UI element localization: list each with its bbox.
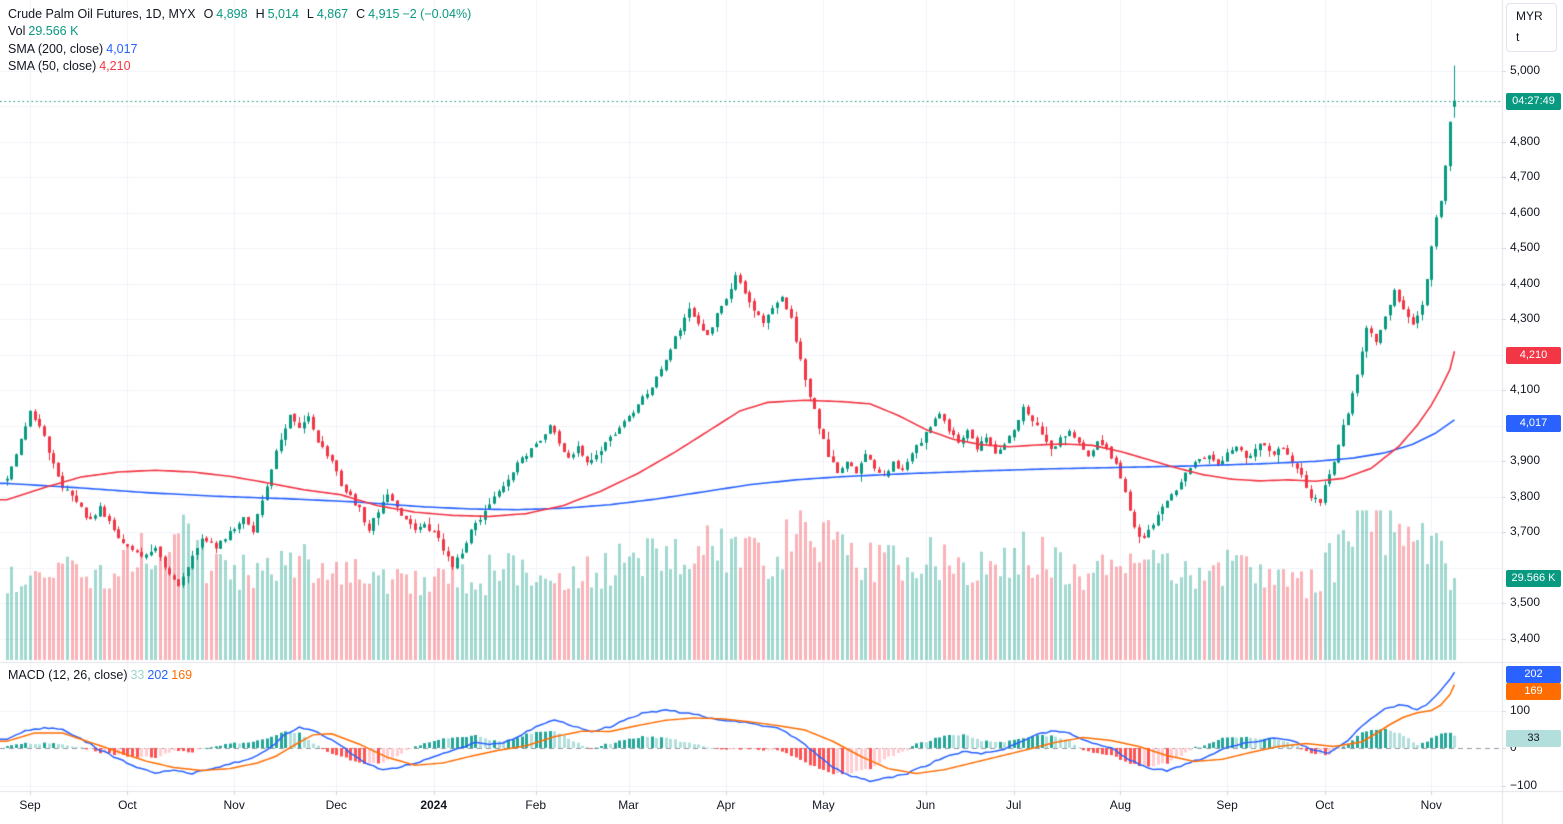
sma200-price-badge: 4,017 xyxy=(1506,414,1561,432)
price-tick-label: 4,700 xyxy=(1510,169,1541,184)
time-tick-label: 2024 xyxy=(420,798,448,812)
sma50-price-badge: 4,210 xyxy=(1506,346,1561,364)
macd-legend[interactable]: MACD (12, 26, close) 33 202 169 xyxy=(8,668,192,682)
price-tick-label: 4,400 xyxy=(1510,275,1541,290)
macd-hist-badge: 33 xyxy=(1506,729,1561,747)
price-tick-label: 4,100 xyxy=(1510,382,1541,397)
time-tick-label: May xyxy=(812,798,835,812)
open-value: 4,898 xyxy=(216,6,248,21)
sma200-value: 4,017 xyxy=(106,41,138,56)
time-tick-label: Apr xyxy=(716,798,736,812)
time-tick-label: Nov xyxy=(223,798,245,812)
axis-badges: 04:27:49 4,210 4,017 29.566 K 202 169 33 xyxy=(1504,0,1563,824)
time-tick-label: Nov xyxy=(1420,798,1442,812)
sma200-legend[interactable]: SMA (200, close) 4,017 xyxy=(8,40,471,58)
price-tick-label: 3,400 xyxy=(1510,631,1541,646)
macd-line-value: 202 xyxy=(147,668,169,682)
time-tick-label: Dec xyxy=(325,798,347,812)
currency-unit-toggle[interactable]: MYR t xyxy=(1506,3,1557,52)
sma50-label: SMA (50, close) xyxy=(8,59,97,74)
sma50-value: 4,210 xyxy=(99,59,131,74)
close-value: 4,915 xyxy=(368,6,400,21)
unit-label[interactable]: t xyxy=(1516,30,1520,44)
time-tick-label: Mar xyxy=(618,798,639,812)
open-key: O xyxy=(203,6,214,21)
price-tick-label: 3,700 xyxy=(1510,524,1541,539)
price-tick-label: 4,500 xyxy=(1510,240,1541,255)
price-tick-label: 3,800 xyxy=(1510,488,1541,503)
low-value: 4,867 xyxy=(316,6,349,21)
time-tick-label: Sep xyxy=(19,798,41,812)
volume-label: Vol xyxy=(8,24,26,39)
close-key: C xyxy=(356,6,366,21)
volume-value: 29.566 K xyxy=(28,24,79,39)
symbol-legend[interactable]: Crude Palm Oil Futures, 1D, MYX O 4,898 H… xyxy=(8,5,471,23)
macd-tick-label: −100 xyxy=(1510,777,1538,792)
time-tick-label: Oct xyxy=(1315,798,1334,812)
price-tick-label: 4,600 xyxy=(1510,204,1541,219)
time-tick-label: Feb xyxy=(525,798,547,812)
countdown-badge: 04:27:49 xyxy=(1506,92,1561,110)
time-tick-label: Jun xyxy=(915,798,936,812)
volume-badge: 29.566 K xyxy=(1506,569,1561,587)
low-key: L xyxy=(306,6,314,21)
sma200-label: SMA (200, close) xyxy=(8,41,104,56)
time-tick-label: Jul xyxy=(1006,798,1022,812)
symbol-title[interactable]: Crude Palm Oil Futures, 1D, MYX xyxy=(8,6,196,21)
macd-signal-value: 169 xyxy=(171,668,193,682)
time-tick-label: Aug xyxy=(1109,798,1132,812)
price-tick-label: 4,800 xyxy=(1510,133,1541,148)
time-axis[interactable]: Sep Oct Nov Dec 2024 Feb Mar Apr May Jun Jul Aug Sep… xyxy=(0,791,1502,824)
price-tick-label: 3,900 xyxy=(1510,453,1541,468)
macd-hist-value: 33 xyxy=(130,668,145,682)
price-tick-label: 3,500 xyxy=(1510,595,1541,610)
legend-panel: Crude Palm Oil Futures, 1D, MYX O 4,898 H… xyxy=(8,5,471,75)
currency-label[interactable]: MYR xyxy=(1516,9,1543,23)
macd-tick-label: 100 xyxy=(1510,702,1531,717)
sma50-legend[interactable]: SMA (50, close) 4,210 xyxy=(8,58,471,76)
time-tick-label: Sep xyxy=(1216,798,1238,812)
high-value: 5,014 xyxy=(267,6,299,21)
macd-line-badge: 202 xyxy=(1506,665,1561,683)
macd-tick-label: 0 xyxy=(1510,740,1517,754)
high-key: H xyxy=(255,6,265,21)
volume-legend[interactable]: Vol 29.566 K xyxy=(8,23,471,41)
macd-signal-badge: 169 xyxy=(1506,682,1561,700)
macd-label: MACD (12, 26, close) xyxy=(8,668,128,682)
price-tick-label: 4,300 xyxy=(1510,311,1541,326)
price-axis[interactable]: 5,000 4,800 4,700 4,600 4,500 4,400 4,300 4,100… xyxy=(1502,0,1563,792)
time-tick-label: Oct xyxy=(118,798,137,812)
price-tick-label: 5,000 xyxy=(1510,62,1541,77)
change-value: −2 (−0.04%) xyxy=(402,6,472,21)
